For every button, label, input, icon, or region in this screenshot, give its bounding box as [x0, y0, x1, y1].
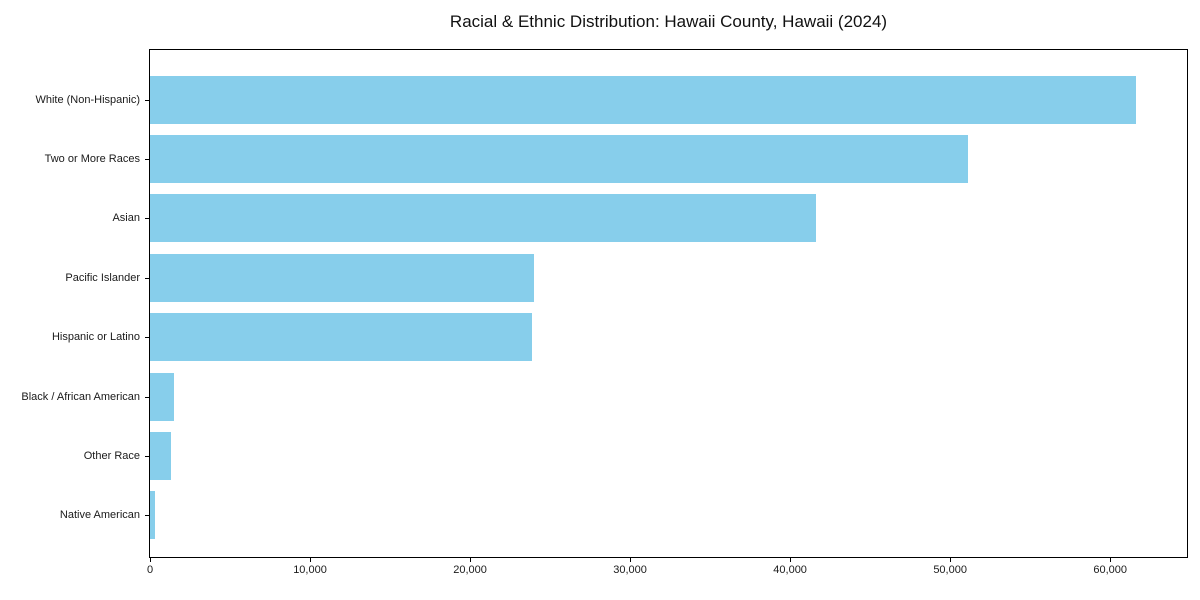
- bar-row: Pacific Islander: [65, 248, 1187, 307]
- y-axis-tick: [145, 99, 149, 101]
- bar-row: Hispanic or Latino: [52, 308, 1187, 367]
- bar-native-american: [150, 491, 155, 540]
- bar-row: Asian: [112, 189, 1187, 248]
- x-axis-tick-label: 40,000: [773, 564, 807, 576]
- x-axis-tick-mark: [150, 558, 151, 562]
- x-axis-tick-label: 60,000: [1093, 564, 1127, 576]
- y-axis-category-label: Asian: [112, 212, 140, 225]
- x-axis-tick-label: 30,000: [613, 564, 647, 576]
- x-axis-tick-mark: [790, 558, 792, 562]
- bar-black-african-american: [150, 372, 174, 421]
- bar-pacific-islander: [150, 253, 535, 302]
- x-axis-tick-mark: [950, 558, 952, 562]
- y-axis-tick: [145, 159, 149, 161]
- bar-other-race: [150, 431, 171, 480]
- bar-row: Two or More Races: [45, 129, 1187, 188]
- x-axis-tick-mark: [630, 558, 632, 562]
- y-axis-tick: [145, 455, 149, 457]
- y-axis-category-label: White (Non-Hispanic): [35, 93, 140, 106]
- bar-row: Other Race: [84, 426, 1187, 485]
- x-axis-tick-mark: [1110, 558, 1112, 562]
- bar-rows: White (Non-Hispanic) Two or More Races Asi…: [21, 70, 1187, 545]
- chart-title: Racial & Ethnic Distribution: Hawaii Cou…: [449, 12, 888, 31]
- x-axis-tick-mark: [470, 558, 472, 562]
- bar-two-or-more-races: [150, 135, 968, 184]
- y-axis-category-label: Black / African American: [21, 390, 140, 403]
- y-axis-category-label: Other Race: [83, 449, 140, 462]
- x-axis-tick-mark: [310, 558, 312, 562]
- x-axis-tick-label: 10,000: [293, 564, 327, 576]
- plot-area: White (Non-Hispanic) Two or More Races Asi…: [21, 49, 1188, 558]
- x-axis: 0 10,000 20,000 30,000 40,000 50,000 60,000: [146, 558, 1187, 582]
- x-axis-tick-label: 0: [146, 564, 154, 576]
- y-axis-category-label: Pacific Islander: [65, 271, 140, 284]
- bar-white-non-hispanic: [150, 75, 1136, 124]
- bar-row: White (Non-Hispanic): [35, 70, 1187, 129]
- bar-row: Native American: [60, 486, 1187, 545]
- y-axis-tick: [145, 396, 149, 398]
- bar-asian: [150, 194, 816, 243]
- bar-hispanic-or-latino: [150, 313, 533, 362]
- y-axis-category-label: Hispanic or Latino: [51, 331, 140, 344]
- y-axis-tick: [145, 337, 149, 339]
- x-axis-tick-label: 20,000: [453, 564, 487, 576]
- y-axis-tick: [145, 218, 149, 220]
- y-axis-tick: [145, 515, 149, 517]
- x-axis-tick-label: 50,000: [933, 564, 967, 576]
- bar-row: Black / African American: [21, 367, 1187, 426]
- y-axis-category-label: Native American: [59, 509, 140, 522]
- y-axis-tick: [145, 277, 149, 279]
- y-axis-category-label: Two or More Races: [44, 153, 140, 166]
